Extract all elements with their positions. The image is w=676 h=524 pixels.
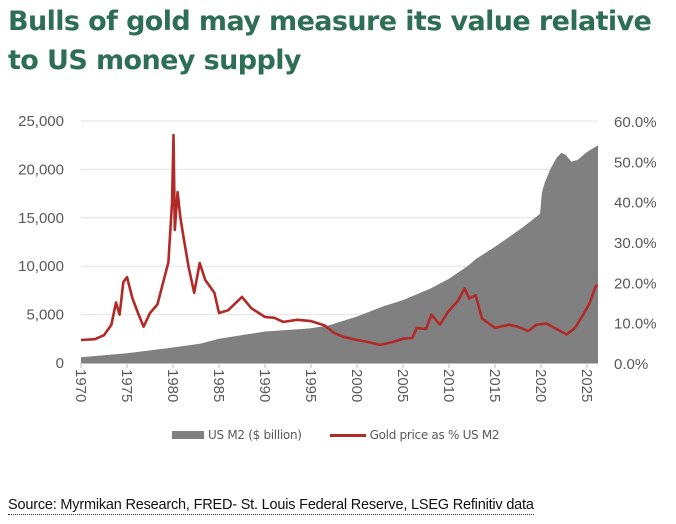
- y-right-tick-label: 60.0%: [614, 114, 657, 131]
- legend: US M2 ($ billion) Gold price as % US M2: [172, 428, 500, 442]
- x-tick-label: 2005: [394, 369, 411, 402]
- gold-pct-line: [80, 133, 599, 347]
- y-left-tick-label: 15,000: [18, 210, 64, 227]
- y-left-tick-label: 0: [56, 355, 64, 372]
- x-tick-label: 2020: [532, 369, 549, 402]
- x-tick-label: 2025: [578, 369, 595, 402]
- page-title: Bulls of gold may measure its value rela…: [8, 6, 652, 76]
- y-left-tick-label: 10,000: [18, 258, 64, 275]
- y-right-tick-label: 50.0%: [614, 154, 657, 171]
- x-tick-label: 1985: [210, 369, 227, 402]
- legend-swatch-m2: [172, 431, 204, 439]
- y-right-tick-label: 10.0%: [614, 316, 657, 333]
- y-right-tick-label: 20.0%: [614, 275, 657, 292]
- m2-area: [81, 145, 598, 363]
- legend-label-gold: Gold price as % US M2: [369, 428, 500, 442]
- x-tick-label: 1995: [302, 369, 319, 402]
- x-tick-label: 1990: [256, 369, 273, 402]
- y-left-tick-label: 5,000: [26, 307, 64, 324]
- chart: 0 5,000 10,000 15,000 20,000 25,000 0.0% 10.0% 2…: [18, 113, 657, 402]
- y-right-tick-label: 0.0%: [614, 356, 648, 373]
- x-tick-label: 1970: [72, 369, 89, 402]
- legend-swatch-gold: [329, 433, 366, 437]
- y-right-tick-label: 40.0%: [614, 195, 657, 212]
- y-left-tick-label: 25,000: [18, 113, 64, 130]
- legend-label-m2: US M2 ($ billion): [208, 428, 302, 442]
- x-tick-label: 2000: [348, 369, 365, 402]
- source-note: Source: Myrmikan Research, FRED- St. Lou…: [8, 497, 534, 515]
- x-tick-label: 1975: [118, 369, 135, 402]
- y-right-tick-label: 30.0%: [614, 235, 657, 252]
- x-tick-label: 2015: [486, 369, 503, 402]
- x-tick-label: 1980: [164, 369, 181, 402]
- x-tick-label: 2010: [440, 369, 457, 402]
- y-left-tick-label: 20,000: [18, 161, 64, 178]
